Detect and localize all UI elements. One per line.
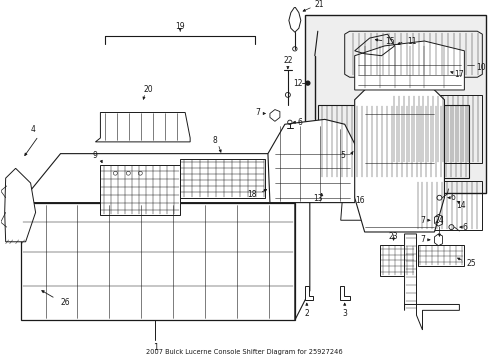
Text: 24: 24 [434, 216, 444, 225]
Text: 11: 11 [406, 36, 415, 45]
Polygon shape [95, 113, 190, 142]
Text: 2: 2 [304, 309, 308, 318]
Text: 18: 18 [247, 190, 256, 199]
Text: 7: 7 [419, 235, 424, 244]
Text: 7: 7 [419, 216, 424, 225]
Text: 17: 17 [454, 70, 463, 79]
Text: 14: 14 [456, 201, 465, 210]
Text: 16: 16 [354, 196, 364, 205]
Circle shape [305, 81, 309, 85]
Polygon shape [5, 168, 36, 242]
Polygon shape [20, 203, 294, 320]
Polygon shape [288, 7, 300, 32]
Text: 1: 1 [152, 343, 158, 352]
Text: 21: 21 [313, 0, 323, 9]
Text: 4: 4 [30, 125, 35, 134]
Text: 13: 13 [312, 194, 322, 203]
Polygon shape [354, 85, 444, 232]
Polygon shape [404, 234, 458, 330]
Polygon shape [304, 286, 312, 300]
Text: 10: 10 [475, 63, 485, 72]
Bar [100, 165, 180, 215]
Bar [304, 14, 486, 193]
Text: 15: 15 [384, 37, 394, 46]
Text: 8: 8 [212, 136, 217, 145]
Bar [379, 245, 414, 276]
Polygon shape [267, 120, 359, 203]
Bar [417, 245, 464, 266]
Text: 7: 7 [255, 108, 260, 117]
Text: 23: 23 [388, 233, 398, 242]
Text: 19: 19 [175, 22, 184, 31]
Text: 2007 Buick Lucerne Console Shifter Diagram for 25927246: 2007 Buick Lucerne Console Shifter Diagr… [146, 350, 342, 355]
Polygon shape [354, 41, 464, 90]
Bar [317, 105, 468, 178]
Text: 22: 22 [283, 56, 292, 65]
Text: 6: 6 [450, 193, 455, 202]
Bar [180, 158, 264, 198]
Text: 12: 12 [292, 78, 302, 87]
Text: 26: 26 [61, 298, 70, 307]
Bar [389, 95, 481, 163]
Text: 5: 5 [340, 151, 345, 160]
Text: 6: 6 [297, 118, 302, 127]
Bar [414, 181, 481, 230]
Polygon shape [339, 286, 349, 300]
Text: 6: 6 [462, 222, 467, 231]
Text: 25: 25 [466, 259, 475, 268]
Text: 3: 3 [342, 309, 346, 318]
Text: 9: 9 [93, 151, 98, 160]
Text: 20: 20 [143, 85, 153, 94]
